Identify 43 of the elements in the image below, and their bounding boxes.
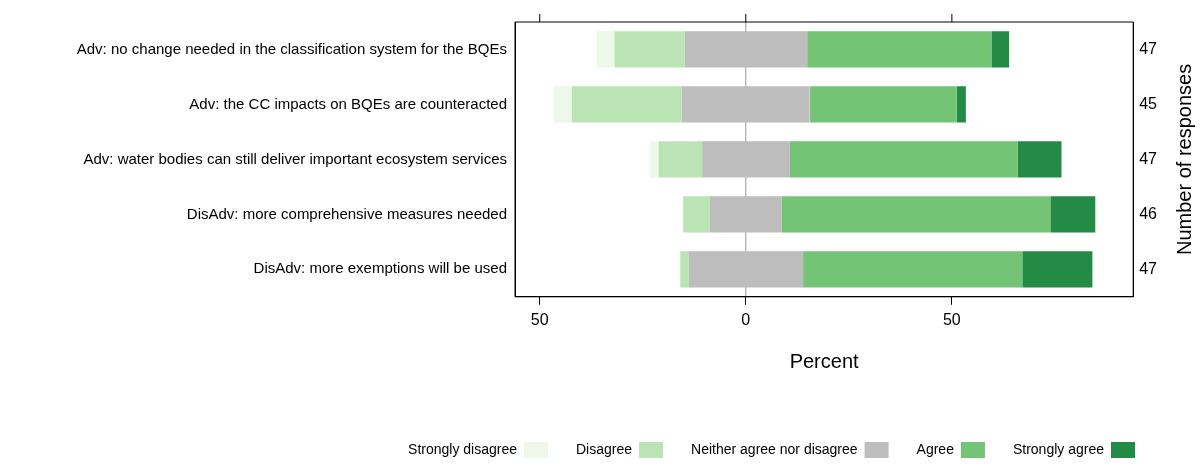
y2-axis-title: Number of responses [1172, 63, 1195, 255]
bar [807, 31, 992, 68]
bar [956, 86, 966, 123]
bar [1017, 141, 1062, 178]
y2-tick-label: 46 [1139, 204, 1158, 222]
y-tick-label: Adv: water bodies can still deliver important ecosystem services [83, 149, 507, 167]
y-tick-label: DisAdv: more comprehensive measures needed [186, 204, 507, 222]
y2-tick-label: 47 [1139, 149, 1158, 167]
bar [658, 141, 703, 178]
bar [596, 31, 615, 68]
bar [649, 141, 659, 178]
bar [803, 251, 1023, 288]
y2-tick-label: 47 [1139, 39, 1158, 57]
bar [789, 141, 1018, 178]
legend-label: Neither agree nor disagree [691, 440, 858, 457]
bar [709, 196, 782, 233]
bar [810, 86, 957, 123]
bar [991, 31, 1010, 68]
bar [1022, 251, 1093, 288]
x-axis-title: Percent [789, 349, 859, 372]
bar [553, 86, 572, 123]
bar [571, 86, 682, 123]
bar [1050, 196, 1096, 233]
y-tick-label: DisAdv: more exemptions will be used [253, 259, 507, 277]
x-tick-label: 50 [942, 310, 961, 328]
x-tick-label: 0 [741, 310, 751, 328]
y2-tick-label: 45 [1139, 94, 1158, 112]
bar [680, 251, 689, 288]
bar [684, 31, 808, 68]
x-tick-label: 50 [530, 310, 549, 328]
bar [702, 141, 790, 178]
legend-label: Strongly agree [1012, 440, 1105, 457]
y-tick-label: Adv: no change needed in the classification system for the BQEs [76, 39, 507, 57]
bar [614, 31, 685, 68]
bar [683, 196, 710, 233]
bar [688, 251, 804, 288]
legend-label: Agree [916, 440, 955, 457]
legend-label: Disagree [576, 440, 633, 457]
bar [781, 196, 1051, 233]
y-tick-label: Adv: the CC impacts on BQEs are counteracted [189, 94, 507, 112]
legend-label: Strongly disagree [408, 440, 518, 457]
y2-tick-label: 47 [1139, 259, 1158, 277]
bar [681, 86, 810, 123]
